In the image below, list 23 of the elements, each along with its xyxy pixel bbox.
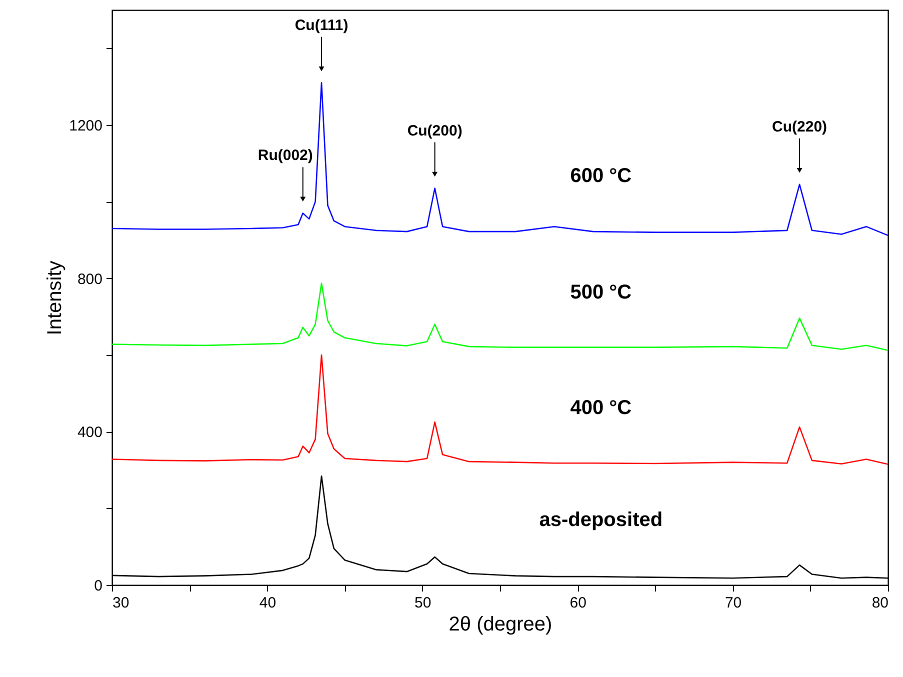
x-tick-label: 30 [112, 594, 130, 612]
x-tick-label: 50 [414, 594, 432, 612]
text: 400 °C [570, 396, 632, 419]
x-axis-title: 2θ (degree) [448, 614, 552, 636]
line-series [112, 82, 888, 236]
y-tick-label: 1200 [69, 118, 102, 134]
x-tick-label: 80 [872, 594, 888, 612]
text: 600 °C [570, 164, 632, 187]
line-series [112, 282, 888, 352]
annotation: Cu(200) [407, 122, 462, 140]
text: as-deposited [539, 508, 663, 531]
y-tick-label: 0 [94, 578, 102, 594]
annotation: Cu(220) [772, 118, 828, 136]
annotation: Ru(002) [258, 147, 313, 164]
text: 500 °C [570, 282, 632, 304]
annotation: Cu(111) [294, 16, 348, 34]
x-tick-label: 70 [724, 594, 742, 612]
x-tick-label: 60 [570, 594, 586, 612]
y-tick-label: 800 [77, 270, 102, 288]
y-axis-title: Intensity [44, 260, 66, 336]
y-tick-label: 400 [77, 424, 102, 442]
line-series [112, 354, 888, 465]
x-tick-label: 40 [259, 594, 276, 612]
